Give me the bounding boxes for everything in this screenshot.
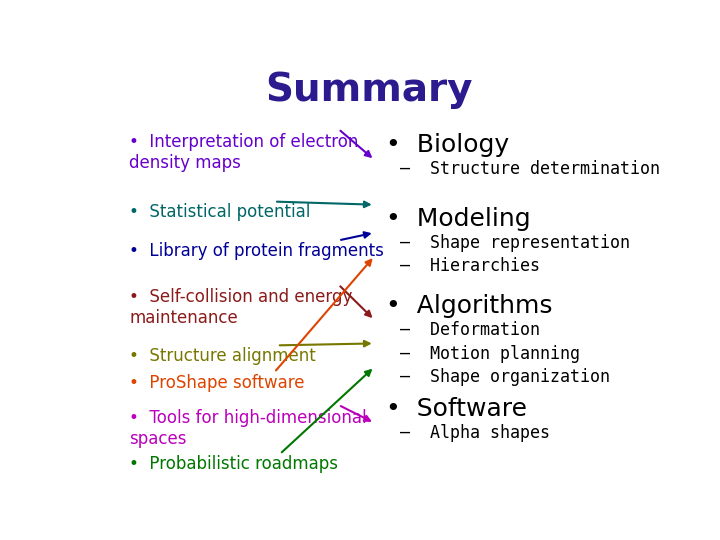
Text: –  Alpha shapes: – Alpha shapes [400,424,549,442]
Text: •  Tools for high-dimensional
spaces: • Tools for high-dimensional spaces [129,409,366,448]
Text: –  Shape organization: – Shape organization [400,368,610,386]
Text: –  Deformation: – Deformation [400,321,540,339]
Text: –  Shape representation: – Shape representation [400,234,630,252]
Text: –  Structure determination: – Structure determination [400,160,660,178]
Text: •  Algorithms: • Algorithms [386,294,552,318]
Text: •  Interpretation of electron
density maps: • Interpretation of electron density map… [129,133,359,172]
Text: •  Self-collision and energy
maintenance: • Self-collision and energy maintenance [129,288,352,327]
Text: •  Probabilistic roadmaps: • Probabilistic roadmaps [129,455,338,474]
Text: •  ProShape software: • ProShape software [129,374,305,391]
Text: –  Hierarchies: – Hierarchies [400,257,540,275]
Text: Summary: Summary [265,71,473,109]
Text: •  Biology: • Biology [386,133,509,157]
Text: •  Structure alignment: • Structure alignment [129,347,316,364]
Text: •  Software: • Software [386,397,527,421]
Text: •  Statistical potential: • Statistical potential [129,202,310,221]
Text: •  Library of protein fragments: • Library of protein fragments [129,241,384,260]
Text: –  Motion planning: – Motion planning [400,345,580,362]
Text: •  Modeling: • Modeling [386,207,531,231]
